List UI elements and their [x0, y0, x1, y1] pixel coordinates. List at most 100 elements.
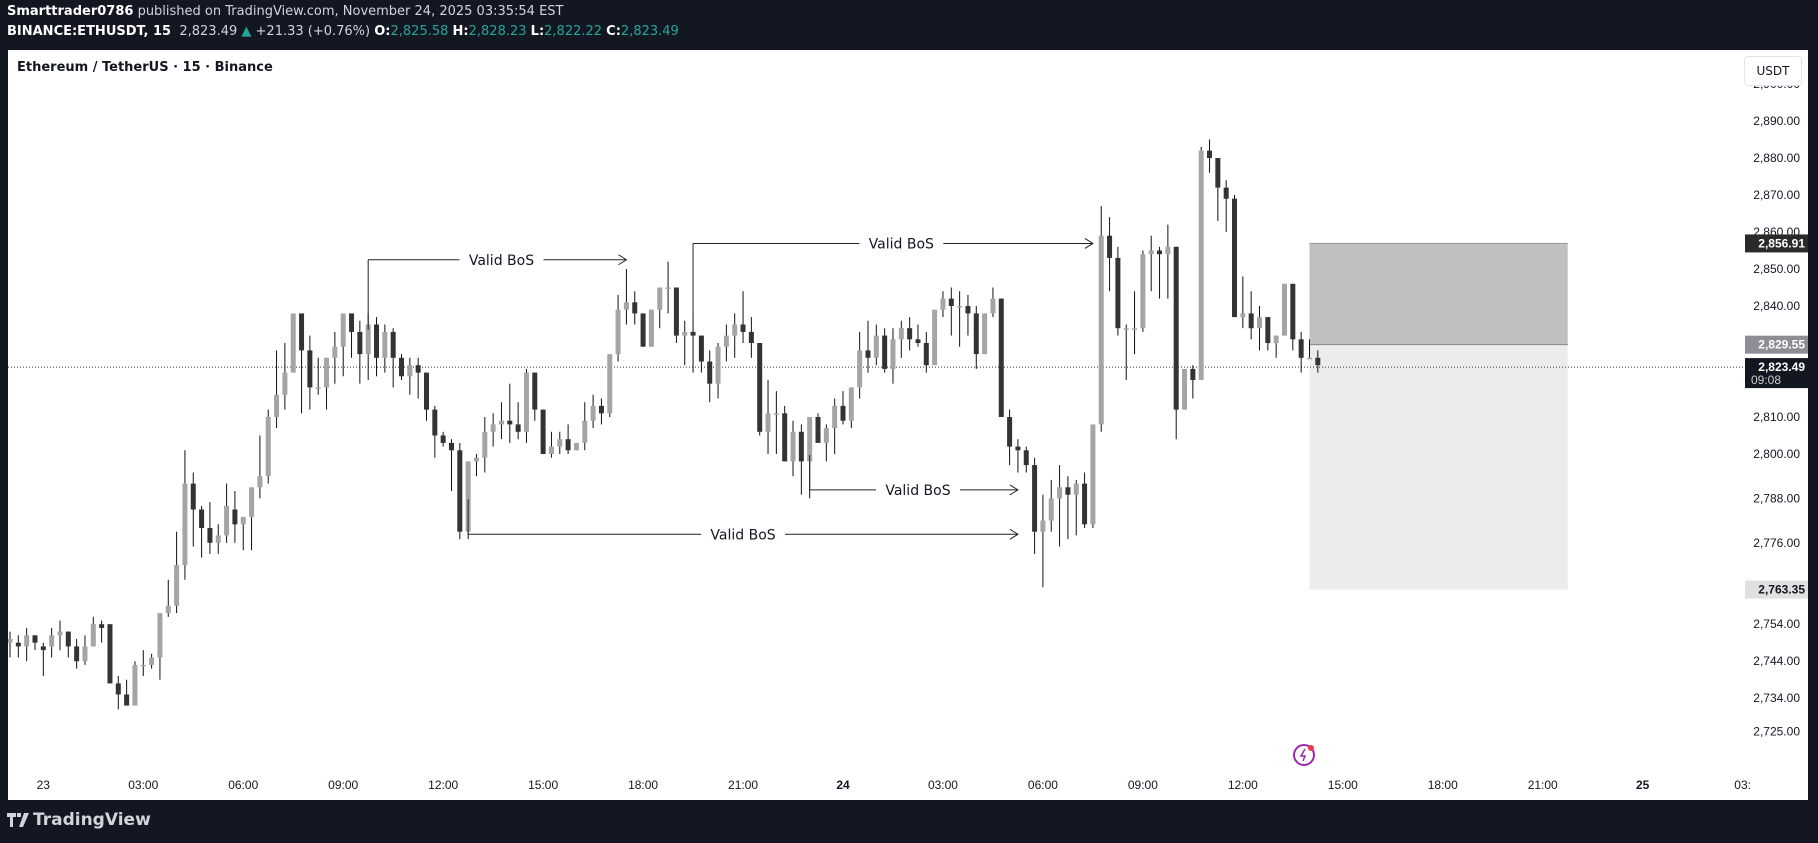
candle	[407, 357, 413, 395]
y-axis-tick: 2,810.00	[1753, 410, 1800, 424]
stop-zone[interactable]	[1309, 344, 1568, 590]
candle	[240, 516, 246, 551]
y-axis-tick: 2,800.00	[1753, 447, 1800, 461]
currency-button[interactable]: USDT	[1744, 56, 1802, 86]
candle	[174, 531, 180, 614]
close-value: 2,823.49	[620, 24, 679, 39]
candle	[990, 287, 996, 318]
candle	[1240, 276, 1246, 329]
x-axis-tick: 25	[1636, 778, 1650, 792]
candle	[865, 320, 871, 373]
candle	[432, 405, 438, 458]
open-label: O:	[374, 24, 391, 39]
price-label	[1745, 580, 1808, 599]
candle	[1215, 158, 1221, 221]
candle	[90, 616, 96, 647]
candle	[498, 402, 504, 440]
candle	[1281, 283, 1287, 336]
candle	[290, 313, 296, 373]
candle	[548, 431, 554, 458]
candle	[332, 331, 338, 384]
candle	[973, 306, 979, 369]
candle	[115, 676, 121, 710]
candle	[898, 320, 904, 358]
candle	[399, 354, 405, 380]
svg-text:2,856.91: 2,856.91	[1758, 236, 1805, 250]
candle	[1015, 439, 1021, 473]
y-axis-tick: 2,725.00	[1753, 725, 1800, 739]
x-axis-tick: 18:00	[628, 778, 658, 792]
bos-annotation[interactable]: Valid BoS	[367, 253, 628, 330]
x-axis-tick: 12:00	[1228, 778, 1258, 792]
x-axis-tick: 09:00	[328, 778, 358, 792]
bos-annotation[interactable]: Valid BoS	[467, 499, 1019, 543]
candle	[790, 420, 796, 477]
candle	[723, 324, 729, 362]
candle	[299, 313, 305, 414]
candle	[565, 424, 571, 454]
x-axis-tick: 03:00	[128, 778, 158, 792]
y-axis-tick: 2,744.00	[1753, 654, 1800, 668]
candle	[257, 435, 263, 499]
candle	[940, 291, 946, 318]
price-label	[1745, 335, 1808, 354]
candle	[657, 287, 663, 329]
price-label	[1745, 358, 1808, 389]
x-axis-tick: 18:00	[1428, 778, 1458, 792]
candle	[1315, 350, 1321, 373]
y-axis-tick: 2,788.00	[1753, 491, 1800, 505]
bos-annotation[interactable]: Valid BoS	[692, 236, 1094, 314]
candle	[1148, 235, 1154, 292]
tradingview-logo[interactable]: TradingView	[7, 810, 151, 830]
x-axis-tick: 12:00	[428, 778, 458, 792]
candle	[124, 679, 130, 706]
x-axis-tick: 21:00	[1528, 778, 1558, 792]
candle	[857, 331, 863, 399]
candle	[1082, 472, 1088, 528]
candle	[682, 320, 688, 366]
candle	[307, 335, 313, 410]
candle	[282, 343, 288, 410]
candle	[982, 313, 988, 355]
candle	[107, 624, 113, 684]
y-axis-tick: 2,776.00	[1753, 536, 1800, 550]
x-axis-tick: 23	[37, 778, 51, 792]
candle	[715, 343, 721, 399]
candle	[207, 502, 213, 554]
target-zone[interactable]	[1309, 243, 1568, 345]
x-axis-tick: 03:	[1734, 778, 1751, 792]
candle	[1115, 246, 1121, 336]
candle	[523, 368, 529, 443]
candle	[140, 650, 146, 676]
candle	[748, 317, 754, 358]
lightning-icon[interactable]	[1293, 744, 1315, 766]
candle	[1007, 409, 1013, 466]
candle	[732, 313, 738, 358]
candle	[757, 343, 763, 436]
candle	[265, 409, 271, 484]
candle	[57, 620, 63, 651]
candle	[424, 372, 429, 421]
candle	[873, 324, 879, 366]
published-text: published on TradingView.com, November 2…	[137, 4, 564, 19]
candle	[848, 387, 854, 429]
candle	[665, 261, 671, 314]
candle	[1132, 291, 1138, 355]
bos-annotation[interactable]: Valid BoS	[809, 454, 1019, 499]
svg-text:Valid BoS: Valid BoS	[869, 236, 934, 252]
candle	[199, 505, 205, 558]
price-change: +21.33 (+0.76%)	[255, 24, 371, 39]
candle	[1290, 283, 1296, 351]
x-axis-tick: 15:00	[528, 778, 558, 792]
candle	[1265, 317, 1271, 351]
candle	[598, 398, 604, 425]
candle	[132, 661, 138, 706]
candle	[357, 320, 363, 384]
candle	[1140, 250, 1146, 332]
brand-text: TradingView	[33, 810, 151, 830]
candle	[440, 431, 446, 447]
candle	[1048, 479, 1054, 532]
candle	[540, 409, 546, 454]
